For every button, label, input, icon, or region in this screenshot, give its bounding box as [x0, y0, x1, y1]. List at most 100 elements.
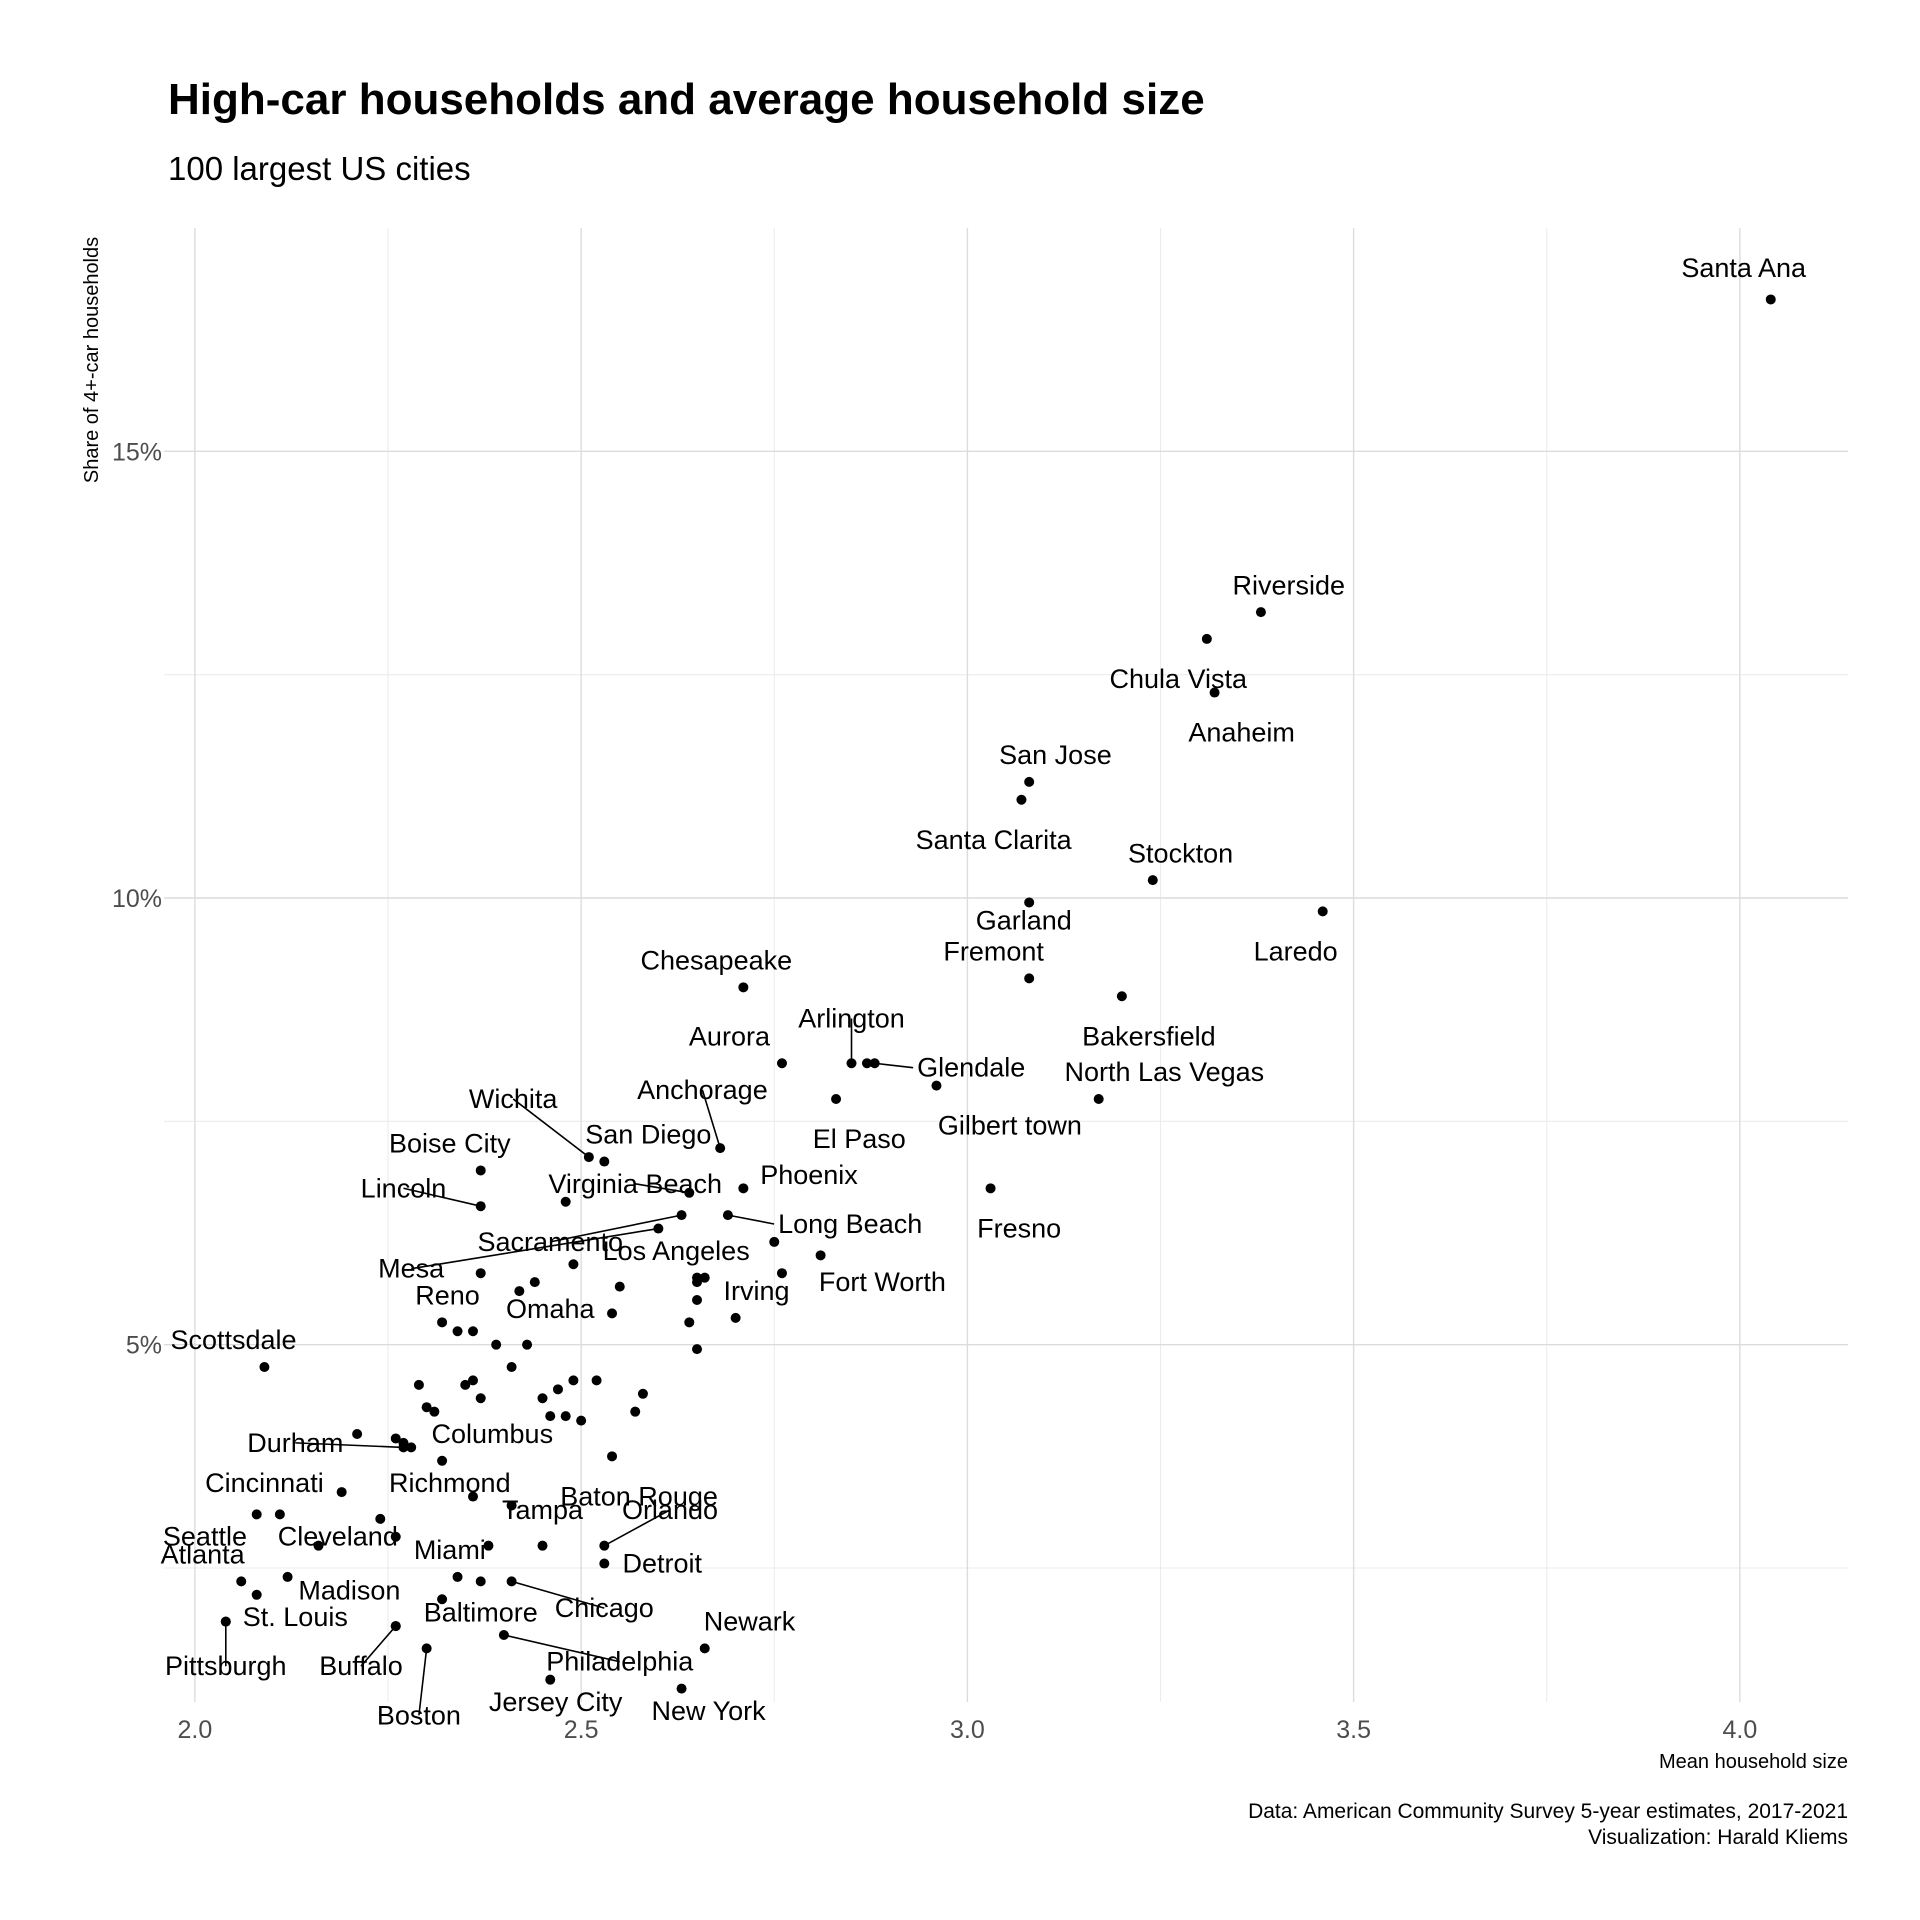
data-point [769, 1236, 780, 1247]
point-label: Detroit [622, 1548, 702, 1578]
x-tick-label: 4.0 [1722, 1716, 1757, 1744]
point-label: Long Beach [778, 1209, 922, 1239]
data-point [274, 1509, 285, 1520]
label-leader-line [418, 1648, 428, 1716]
data-point [429, 1406, 440, 1417]
point-label: Baltimore [424, 1598, 538, 1628]
data-point [846, 1058, 857, 1069]
label-leader-line [360, 1625, 397, 1667]
point-label: Buffalo [319, 1651, 403, 1681]
point-label: Chula Vista [1109, 664, 1248, 694]
data-point [699, 1643, 710, 1654]
point-label: St. Louis [243, 1602, 348, 1632]
point-label: Miami [414, 1535, 486, 1565]
point-label: Reno [415, 1280, 480, 1310]
point-label: Garland [976, 905, 1072, 935]
label-leader-line [512, 1098, 590, 1158]
data-point [282, 1571, 293, 1582]
data-point [676, 1210, 687, 1221]
data-point [467, 1326, 478, 1337]
data-point [861, 1058, 872, 1069]
chart-title: High-car households and average househol… [168, 75, 1205, 124]
point-label: Philadelphia [546, 1647, 694, 1677]
point-label: Atlanta [161, 1540, 246, 1570]
point-label: Bakersfield [1082, 1021, 1216, 1051]
point-label: Boston [377, 1700, 461, 1730]
point-label: Chesapeake [641, 945, 793, 975]
point-label: Los Angeles [603, 1236, 750, 1266]
x-axis-ticks: 2.0 2.5 3.0 3.5 4.0 [178, 1716, 1758, 1744]
data-point [1024, 776, 1035, 787]
y-tick-label: 15% [112, 438, 162, 466]
x-axis-title: Mean household size [1659, 1751, 1848, 1773]
data-point [738, 1183, 749, 1194]
data-point [1147, 875, 1158, 886]
data-point [390, 1433, 401, 1444]
point-label: Glendale [917, 1053, 1025, 1083]
label-leader-line [511, 1580, 605, 1609]
point-label: Sacramento [477, 1227, 623, 1257]
point-label: Phoenix [760, 1160, 858, 1190]
point-label: Anaheim [1188, 718, 1295, 748]
data-points [220, 294, 1776, 1694]
data-point [722, 1210, 733, 1221]
x-tick-label: 2.0 [178, 1716, 213, 1744]
data-point [630, 1406, 641, 1417]
point-label: Chicago [555, 1593, 654, 1623]
data-point [475, 1165, 486, 1176]
data-point [568, 1375, 579, 1386]
data-point [1016, 794, 1027, 805]
label-leader-line [874, 1062, 914, 1069]
point-label: Newark [704, 1607, 796, 1637]
point-label: Scottsdale [170, 1325, 296, 1355]
point-label: Richmond [389, 1468, 511, 1498]
data-point [684, 1187, 695, 1198]
data-point [1209, 687, 1220, 698]
point-label: Orlando [622, 1495, 718, 1525]
data-point [537, 1540, 548, 1551]
data-point [452, 1571, 463, 1582]
point-label: Fort Worth [819, 1267, 946, 1297]
data-point [985, 1183, 996, 1194]
data-point [730, 1312, 741, 1323]
point-label: San Diego [585, 1120, 711, 1150]
data-point [599, 1558, 610, 1569]
data-point [560, 1196, 571, 1207]
data-point [483, 1540, 494, 1551]
label-leader-line [603, 1509, 671, 1547]
data-point [869, 1058, 880, 1069]
y-tick-label: 5% [126, 1332, 162, 1360]
data-point [514, 1286, 525, 1297]
data-point [607, 1451, 618, 1462]
point-label: Columbus [432, 1419, 554, 1449]
data-point [676, 1683, 687, 1694]
data-point [738, 982, 749, 993]
data-point [467, 1375, 478, 1386]
caption-visualization-credit: Visualization: Harald Kliems [1588, 1826, 1848, 1849]
point-label: Boise City [389, 1129, 511, 1159]
x-tick-label: 2.5 [564, 1716, 599, 1744]
data-point [475, 1268, 486, 1279]
point-label: Riverside [1232, 570, 1345, 600]
data-point [653, 1223, 664, 1234]
data-point [545, 1411, 556, 1422]
label-leader-line [403, 1187, 481, 1207]
data-point [437, 1317, 448, 1328]
data-point [614, 1281, 625, 1292]
data-point [599, 1540, 610, 1551]
data-point [776, 1268, 787, 1279]
label-leader-line [503, 1634, 620, 1663]
data-point [815, 1250, 826, 1261]
data-point [506, 1576, 517, 1587]
label-leader-line [295, 1442, 404, 1449]
data-point [776, 1058, 787, 1069]
data-point [576, 1415, 587, 1426]
data-point [375, 1513, 386, 1524]
data-point [831, 1094, 842, 1104]
label-leader-line [411, 1227, 659, 1270]
data-point [552, 1384, 563, 1395]
label-leader-line [727, 1214, 775, 1225]
data-point [1201, 633, 1212, 644]
point-label: Pittsburgh [165, 1651, 287, 1681]
y-tick-label: 10% [112, 885, 162, 913]
